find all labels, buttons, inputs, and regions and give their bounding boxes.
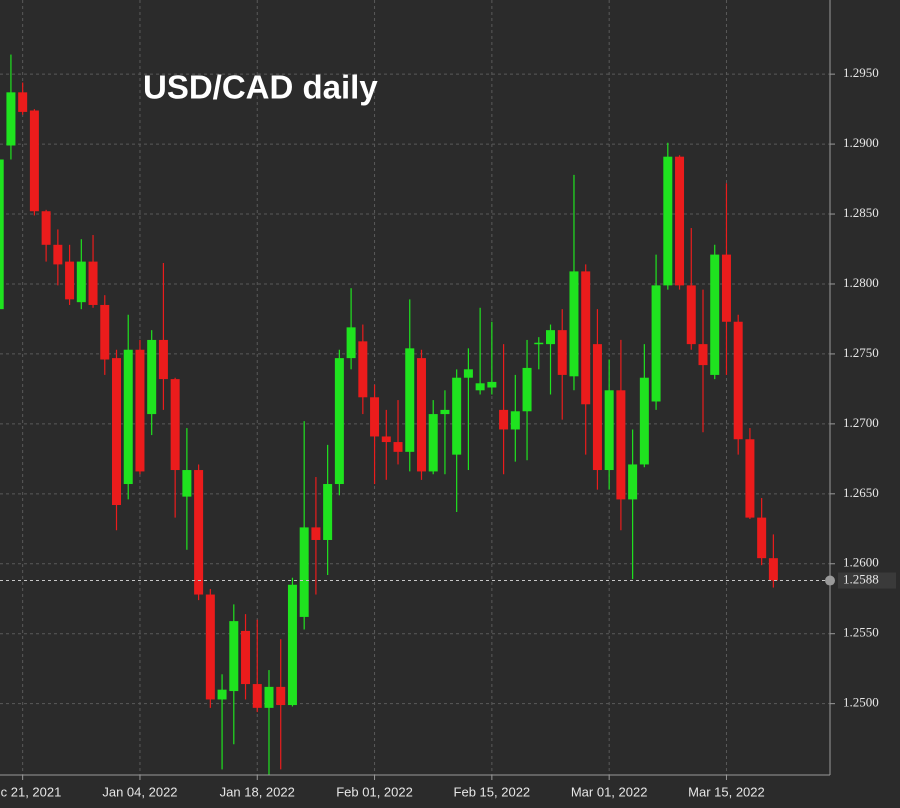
candle-body bbox=[546, 330, 556, 345]
candle-body bbox=[721, 254, 731, 322]
candle-body bbox=[522, 367, 532, 412]
y-tick-label: 1.2600 bbox=[843, 555, 879, 570]
x-tick-label: Jan 18, 2022 bbox=[220, 784, 295, 799]
candle-body bbox=[100, 304, 110, 360]
candle-body bbox=[651, 285, 661, 402]
candle-body bbox=[112, 358, 121, 506]
y-tick-label: 1.2700 bbox=[843, 415, 879, 430]
candle-body bbox=[534, 342, 544, 345]
candle-body bbox=[346, 327, 356, 359]
candle-body bbox=[381, 436, 391, 443]
candle-body bbox=[18, 92, 28, 112]
y-tick-label: 1.2500 bbox=[843, 695, 879, 710]
candle-body bbox=[147, 339, 157, 415]
candle-body bbox=[405, 348, 415, 452]
candle-body bbox=[499, 409, 509, 430]
last-price-box bbox=[838, 572, 896, 589]
candle-body bbox=[604, 390, 614, 471]
candle-body bbox=[487, 381, 497, 388]
candle-body bbox=[229, 621, 239, 692]
candle-body bbox=[53, 244, 63, 265]
candle-body bbox=[675, 156, 685, 286]
candle-body bbox=[569, 271, 579, 377]
candle-body bbox=[182, 470, 192, 497]
candle-body bbox=[510, 411, 520, 430]
candle-body bbox=[241, 630, 251, 685]
candle-body bbox=[440, 409, 450, 415]
y-tick-label: 1.2750 bbox=[843, 345, 879, 360]
x-tick-label: Jan 04, 2022 bbox=[102, 784, 177, 799]
candle-body bbox=[323, 484, 333, 540]
candle-body bbox=[628, 464, 638, 500]
candle-body bbox=[334, 358, 344, 485]
candle-body bbox=[217, 689, 227, 700]
candle-body bbox=[205, 594, 215, 700]
candle-body bbox=[76, 261, 86, 303]
candle-body bbox=[311, 527, 321, 540]
candle-body bbox=[370, 397, 380, 437]
candle-body bbox=[663, 156, 673, 286]
x-tick-label: Mar 15, 2022 bbox=[688, 784, 765, 799]
y-tick-label: 1.2950 bbox=[843, 65, 879, 80]
candle-body bbox=[264, 686, 274, 708]
candle-body bbox=[452, 377, 462, 455]
x-tick-label: Mar 01, 2022 bbox=[571, 784, 648, 799]
candle-body bbox=[475, 383, 485, 391]
x-tick-label: Feb 01, 2022 bbox=[336, 784, 413, 799]
candle-body bbox=[170, 379, 180, 471]
candle-body bbox=[745, 439, 755, 518]
candle-body bbox=[592, 344, 602, 471]
candle-body bbox=[416, 358, 426, 472]
candle-body bbox=[733, 321, 743, 440]
candle-body bbox=[194, 470, 204, 595]
candle-body bbox=[393, 442, 403, 452]
y-tick-label: 1.2800 bbox=[843, 275, 879, 290]
candle-body bbox=[158, 339, 168, 380]
candle-body bbox=[710, 254, 720, 375]
y-tick-label: 1.2550 bbox=[843, 625, 879, 640]
chart-title: USD/CAD daily bbox=[143, 69, 378, 106]
candle-body bbox=[581, 271, 591, 405]
candle-body bbox=[123, 349, 133, 485]
candle-body bbox=[757, 517, 767, 559]
candle-body bbox=[6, 92, 16, 146]
candle-body bbox=[616, 390, 626, 500]
candle-body bbox=[65, 261, 75, 300]
candle-body bbox=[428, 414, 438, 472]
y-tick-label: 1.2850 bbox=[843, 205, 879, 220]
last-price-dot bbox=[825, 575, 835, 586]
y-tick-label: 1.2650 bbox=[843, 485, 879, 500]
candle-body bbox=[135, 349, 145, 472]
candle-body bbox=[276, 686, 286, 706]
x-tick-label: Feb 15, 2022 bbox=[454, 784, 531, 799]
candle-body bbox=[299, 527, 309, 617]
y-tick-label: 1.2900 bbox=[843, 135, 879, 150]
candle-body bbox=[639, 377, 649, 465]
candle-body bbox=[88, 261, 98, 305]
candle-body bbox=[287, 584, 297, 706]
candle-body bbox=[41, 211, 51, 245]
candle-body bbox=[557, 330, 567, 375]
candle-body bbox=[686, 285, 696, 345]
last-price-label: 1.2588 bbox=[843, 572, 879, 587]
candle-body bbox=[29, 110, 39, 212]
candle-body bbox=[698, 344, 708, 366]
candle-body bbox=[768, 558, 778, 581]
x-tick-label: Dec 21, 2021 bbox=[0, 784, 61, 799]
candle-body bbox=[252, 684, 262, 708]
candle-body bbox=[358, 341, 368, 398]
candles bbox=[0, 54, 778, 775]
candle-body bbox=[0, 159, 4, 310]
candle-body bbox=[463, 369, 473, 378]
